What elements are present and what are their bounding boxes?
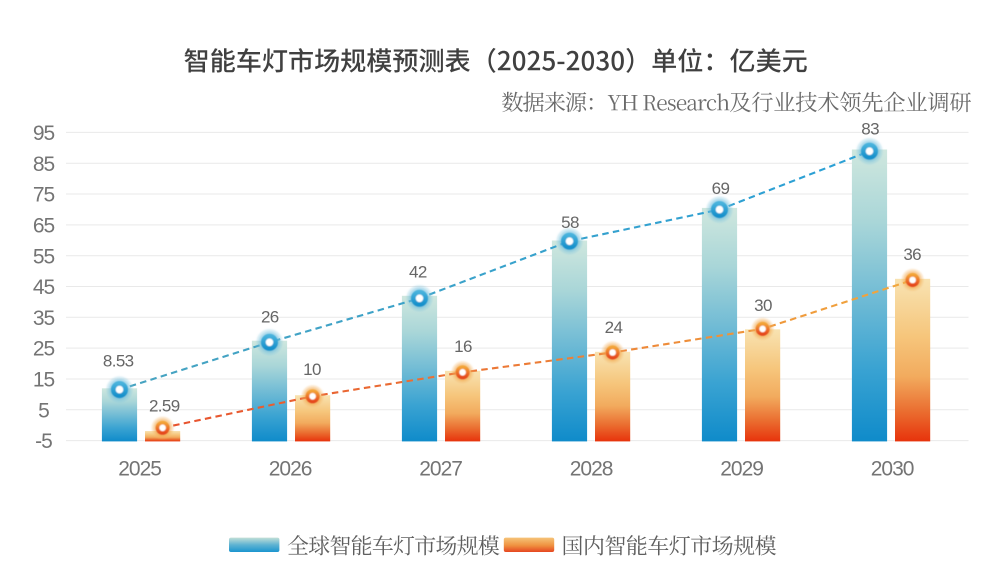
svg-text:30: 30 — [754, 296, 772, 315]
svg-text:65: 65 — [33, 215, 55, 238]
svg-text:25: 25 — [33, 338, 55, 361]
svg-text:75: 75 — [33, 184, 55, 207]
svg-text:2030: 2030 — [871, 458, 914, 481]
svg-text:36: 36 — [903, 245, 921, 264]
svg-text:69: 69 — [712, 179, 730, 198]
svg-text:95: 95 — [33, 122, 55, 145]
svg-text:10: 10 — [303, 360, 321, 379]
svg-text:16: 16 — [454, 337, 472, 356]
svg-text:-5: -5 — [35, 430, 52, 453]
svg-text:2026: 2026 — [269, 458, 312, 481]
svg-text:2028: 2028 — [570, 458, 613, 481]
svg-text:85: 85 — [33, 153, 55, 176]
svg-text:55: 55 — [33, 245, 55, 268]
svg-text:24: 24 — [605, 318, 623, 337]
svg-text:15: 15 — [33, 369, 55, 392]
svg-text:58: 58 — [561, 213, 579, 232]
svg-text:83: 83 — [861, 120, 879, 139]
svg-text:2.59: 2.59 — [149, 397, 180, 416]
svg-text:8.53: 8.53 — [103, 352, 134, 371]
svg-text:35: 35 — [33, 307, 55, 330]
svg-text:2029: 2029 — [720, 458, 763, 481]
svg-text:5: 5 — [38, 399, 49, 422]
svg-text:26: 26 — [261, 308, 279, 327]
svg-text:2027: 2027 — [419, 458, 462, 481]
svg-text:42: 42 — [409, 263, 427, 282]
svg-text:45: 45 — [33, 276, 55, 299]
svg-text:2025: 2025 — [118, 458, 161, 481]
